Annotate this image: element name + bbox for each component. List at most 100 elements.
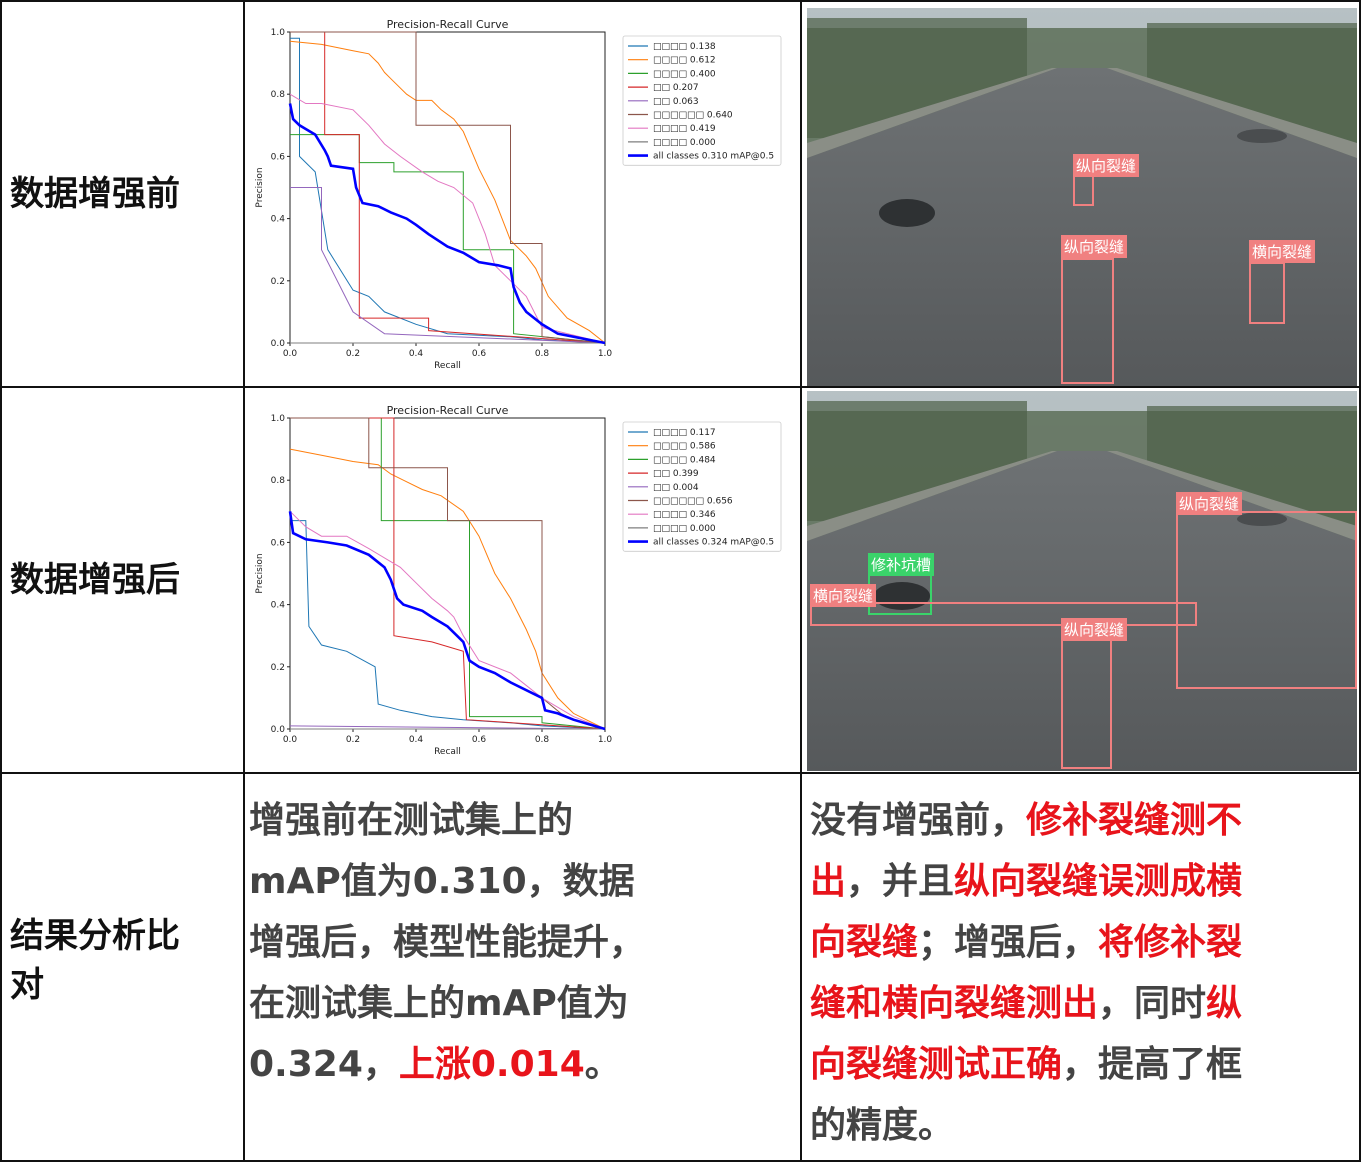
analysis-line: 0.324，上涨0.014。 (249, 1034, 797, 1095)
chart-title: Precision-Recall Curve (387, 404, 509, 417)
row-divider-1 (0, 386, 1361, 388)
legend-entry: all classes 0.310 mAP@0.5 (653, 152, 774, 162)
y-tick-label: 0.6 (271, 538, 286, 548)
legend-entry: □□□□ 0.419 (653, 124, 716, 134)
y-tick-label: 0.4 (271, 215, 286, 225)
x-tick-label: 0.4 (409, 349, 424, 359)
x-tick-label: 0.0 (283, 735, 298, 745)
x-axis-label: Recall (434, 747, 461, 757)
x-tick-label: 0.2 (346, 349, 360, 359)
highlighted-text: 向裂缝 (810, 922, 919, 963)
legend-entry: □□ 0.004 (653, 483, 699, 493)
legend-entry: □□□□ 0.484 (653, 455, 716, 465)
analysis-line: 在测试集上的mAP值为 (249, 973, 797, 1034)
pr-chart-before-svg: Precision-Recall Curve 0.0 0.2 0.4 0.6 0.8 1.0… (255, 18, 782, 371)
row-label-before: 数据增强前 (10, 174, 180, 214)
row-label-analysis-line1: 结果分析比 (10, 916, 180, 956)
y-tick-label: 1.0 (271, 28, 286, 38)
y-tick-label: 0.0 (271, 725, 286, 735)
row-divider-2 (0, 772, 1361, 774)
detection-box-transverse-1 (1249, 262, 1285, 324)
x-tick-label: 1.0 (598, 349, 613, 359)
analysis-line: 的精度。 (810, 1095, 1355, 1156)
legend-entry: □□ 0.063 (653, 97, 699, 107)
detection-label-longitudinal-2: 纵向裂缝 (1061, 235, 1128, 258)
y-tick-label: 0.4 (271, 601, 286, 611)
legend-entry: □□□□ 0.586 (653, 442, 716, 452)
series-line (290, 417, 606, 730)
analysis-line: 向裂缝；增强后，将修补裂 (810, 912, 1355, 973)
series-line (288, 103, 606, 345)
pr-curve-after: Precision-Recall Curve 0.0 0.2 0.4 0.6 0.8 1.0… (246, 389, 799, 771)
legend-entry: □□□□ 0.612 (653, 56, 716, 66)
x-tick-label: 1.0 (598, 735, 613, 745)
x-axis-label: Recall (434, 361, 461, 371)
column-divider-1 (243, 0, 245, 1162)
series-line (289, 510, 606, 730)
y-tick-label: 0.6 (271, 152, 286, 162)
series-line (290, 31, 606, 344)
legend-entry: □□□□□□ 0.656 (653, 497, 733, 507)
y-axis-label: Precision (255, 167, 265, 207)
y-tick-label: 0.0 (271, 339, 286, 349)
highlighted-text: 修补裂缝测不 (1026, 800, 1243, 841)
highlighted-text: 缝和横向裂缝测出 (810, 983, 1099, 1024)
series-line (290, 417, 606, 730)
text-segment: ，同时 (1098, 983, 1207, 1024)
detection-label-transverse: 横向裂缝 (810, 584, 877, 607)
text-segment: 0.324， (249, 1044, 399, 1085)
pr-curve-before: Precision-Recall Curve 0.0 0.2 0.4 0.6 0.8 1.0… (246, 3, 799, 385)
detection-label-patch: 修补坑槽 (868, 553, 935, 576)
highlighted-text: 将修补裂 (1098, 922, 1243, 963)
highlighted-text: 出 (810, 861, 847, 902)
text-segment: mAP值为0.310，数据 (249, 861, 635, 902)
x-tick-label: 0.6 (472, 735, 487, 745)
row-label-analysis: 结果分析比 对 (10, 912, 180, 1011)
legend-entry: □□□□ 0.000 (653, 138, 716, 148)
road-image-before: 纵向裂缝 纵向裂缝 横向裂缝 (807, 8, 1357, 386)
legend-entry: □□□□ 0.346 (653, 510, 716, 520)
plot-frame (289, 417, 606, 730)
text-segment: 增强后，模型性能提升， (249, 922, 646, 963)
detection-label-longitudinal-1: 纵向裂缝 (1073, 154, 1140, 177)
highlighted-text: 向裂缝测试正确 (810, 1044, 1063, 1085)
analysis-line: mAP值为0.310，数据 (249, 851, 797, 912)
legend-entry: all classes 0.324 mAP@0.5 (653, 538, 774, 548)
text-segment: 。 (584, 1044, 621, 1085)
legend-entry: □□□□ 0.000 (653, 524, 716, 534)
row-label-after: 数据增强后 (10, 560, 180, 600)
text-segment: 增强前在测试集上的 (249, 800, 574, 841)
series-line (289, 448, 606, 730)
y-tick-label: 0.8 (271, 90, 286, 100)
table-border-top (0, 0, 1361, 2)
plot-frame (289, 31, 606, 344)
y-tick-label: 0.2 (271, 277, 285, 287)
detection-label-transverse-1: 横向裂缝 (1249, 240, 1316, 263)
road-image-after: 纵向裂缝 修补坑槽 横向裂缝 纵向裂缝 (807, 391, 1357, 771)
legend-box (622, 421, 782, 552)
detection-box-longitudinal-b (1061, 638, 1112, 769)
pr-chart-after-svg: Precision-Recall Curve 0.0 0.2 0.4 0.6 0.8 1.0… (255, 404, 782, 757)
x-tick-label: 0.8 (535, 735, 550, 745)
x-tick-label: 0.2 (346, 735, 360, 745)
highlighted-text: 纵 (1206, 983, 1243, 1024)
y-axis-label: Precision (255, 553, 265, 593)
road-scene-before (807, 8, 1357, 386)
highlighted-text: 纵向裂缝误测成横 (954, 861, 1243, 902)
x-tick-label: 0.0 (283, 349, 298, 359)
analysis-line: 增强后，模型性能提升， (249, 912, 797, 973)
table-border-right (1359, 0, 1361, 1162)
y-tick-label: 0.8 (271, 476, 286, 486)
x-tick-label: 0.4 (409, 735, 424, 745)
series-line (288, 511, 606, 731)
analysis-map-summary: 增强前在测试集上的 mAP值为0.310，数据 增强后，模型性能提升， 在测试集上的m… (249, 790, 797, 1095)
y-tick-label: 1.0 (271, 414, 286, 424)
legend-entry: □□ 0.207 (653, 83, 699, 93)
analysis-line: 缝和横向裂缝测出，同时纵 (810, 973, 1355, 1034)
text-segment: ，并且 (846, 861, 955, 902)
series-line (290, 31, 606, 344)
legend-entry: □□□□ 0.117 (653, 428, 716, 438)
text-segment: 没有增强前， (810, 800, 1027, 841)
row-label-analysis-line2: 对 (10, 965, 44, 1006)
